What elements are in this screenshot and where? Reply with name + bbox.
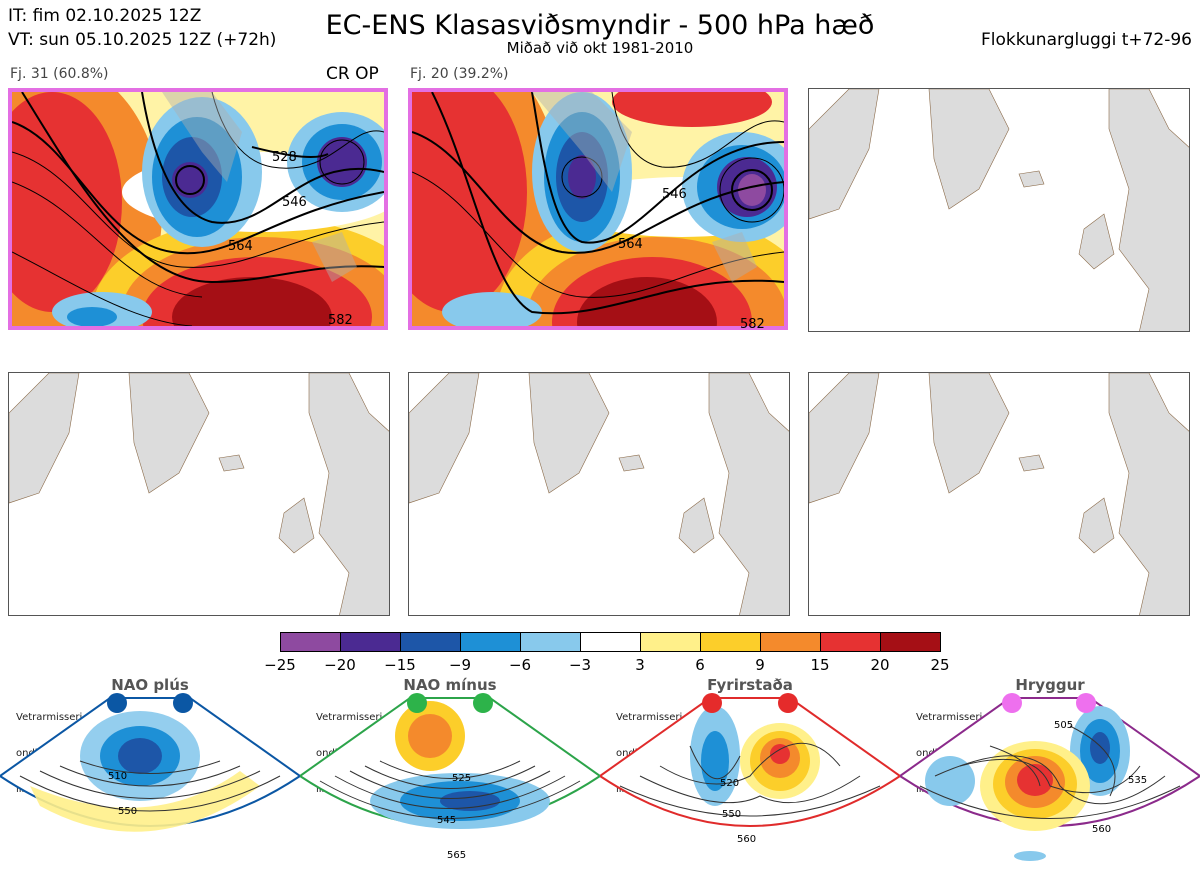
regime-contour-label: 510 (108, 771, 127, 782)
regime-contour-label: 545 (437, 815, 456, 826)
cluster-2-contour-582: 582 (740, 317, 765, 332)
empty-map-4 (8, 372, 390, 616)
cluster-2-contour-546: 546 (662, 187, 687, 202)
empty-map-6 (808, 372, 1190, 616)
colorbar-swatch (400, 632, 461, 652)
regime-title: Fyrirstaða (707, 676, 793, 694)
regime-info-line: Vetrarmisseri (616, 712, 683, 723)
colorbar-tick: 9 (755, 656, 765, 674)
base-map-5 (409, 373, 789, 615)
colorbar-tick: 15 (810, 656, 830, 674)
cluster-map-1[interactable] (8, 88, 388, 330)
regime-map: 505 535 560 (900, 693, 1200, 861)
classification-window: Flokkunargluggi t+72-96 (980, 30, 1192, 50)
colorbar-tick: −25 (264, 656, 296, 674)
empty-map-5 (408, 372, 790, 616)
regime-title: NAO plús (111, 676, 189, 694)
cluster-1-contour-546: 546 (282, 195, 307, 210)
colorbar-swatch (640, 632, 701, 652)
regime-map: 510 550 (0, 693, 300, 832)
regime-contour-label: 560 (1092, 824, 1111, 835)
regime-contour-label: 525 (452, 773, 471, 784)
colorbar-swatch (880, 632, 941, 652)
base-map-4 (9, 373, 389, 615)
cluster-2-field (412, 92, 784, 326)
cluster-1-extra: CR OP (326, 64, 379, 84)
colorbar-tick: −3 (568, 656, 592, 674)
colorbar-swatch (340, 632, 401, 652)
empty-map-3 (808, 88, 1190, 332)
colorbar-tick: −6 (508, 656, 532, 674)
colorbar-tick: −20 (324, 656, 356, 674)
colorbar-tick: −15 (384, 656, 416, 674)
colorbar-tick: 20 (870, 656, 890, 674)
regime-dot (702, 693, 722, 713)
base-map-3 (809, 89, 1189, 331)
colorbar-swatch (280, 632, 341, 652)
cluster-2-label: Fj. 20 (39.2%) (410, 66, 509, 82)
regime-ridge: Hryggur Vetrarmisseri ondjfma líkur 20,2… (900, 676, 1200, 871)
regime-contour-label: 550 (722, 809, 741, 820)
cluster-1-contour-528: 528 (272, 150, 297, 165)
regime-info-line: Vetrarmisseri (316, 712, 383, 723)
cluster-1-field (12, 92, 384, 326)
base-map-6 (809, 373, 1189, 615)
colorbar-swatch (520, 632, 581, 652)
regime-info-line: Vetrarmisseri (16, 712, 83, 723)
regime-title: Hryggur (1015, 676, 1085, 694)
colorbar-swatch (820, 632, 881, 652)
regime-map: 520 550 560 (600, 693, 900, 845)
regime-dot (473, 693, 493, 713)
regime-dot (173, 693, 193, 713)
colorbar-swatch (700, 632, 761, 652)
cluster-2-contour-564: 564 (618, 237, 643, 252)
regime-title: NAO mínus (403, 676, 497, 694)
cluster-map-2[interactable] (408, 88, 788, 330)
regime-contour-label: 505 (1054, 720, 1073, 731)
cluster-1-contour-582: 582 (328, 313, 353, 328)
regime-dot (107, 693, 127, 713)
regime-dot (407, 693, 427, 713)
regime-contour-label: 565 (447, 850, 466, 861)
regime-info-line: Vetrarmisseri (916, 712, 983, 723)
colorbar-swatch (760, 632, 821, 652)
regime-dot (778, 693, 798, 713)
colorbar-tick: 6 (695, 656, 705, 674)
regime-contour-label: 520 (720, 778, 739, 789)
colorbar-swatch (580, 632, 641, 652)
regime-contour-label: 560 (737, 834, 756, 845)
page-subtitle: Miðað við okt 1981-2010 (506, 39, 694, 57)
initial-time: IT: fim 02.10.2025 12Z (8, 6, 202, 26)
colorbar-tick: 25 (930, 656, 950, 674)
regime-nao-plus: NAO plús Vetrarmisseri ondjfma líkur 32,… (0, 676, 300, 871)
cluster-1-contour-564: 564 (228, 239, 253, 254)
valid-time: VT: sun 05.10.2025 12Z (+72h) (8, 30, 277, 50)
cluster-1-label: Fj. 31 (60.8%) (10, 66, 109, 82)
regime-map: 525 545 565 (300, 693, 600, 861)
colorbar-swatch (460, 632, 521, 652)
regime-contour-label: 535 (1128, 775, 1147, 786)
colorbar-tick: 3 (635, 656, 645, 674)
page-title: EC-ENS Klasasviðsmyndir - 500 hPa hæð (325, 10, 875, 41)
regime-nao-minus: NAO mínus Vetrarmisseri ondjfma líkur 21… (300, 676, 600, 871)
regime-dot (1002, 693, 1022, 713)
regime-contour-label: 550 (118, 806, 137, 817)
regime-blocking: Fyrirstaða Vetrarmisseri ondjfma líkur 2… (600, 676, 900, 871)
regime-dot (1076, 693, 1096, 713)
colorbar-tick: −9 (448, 656, 472, 674)
